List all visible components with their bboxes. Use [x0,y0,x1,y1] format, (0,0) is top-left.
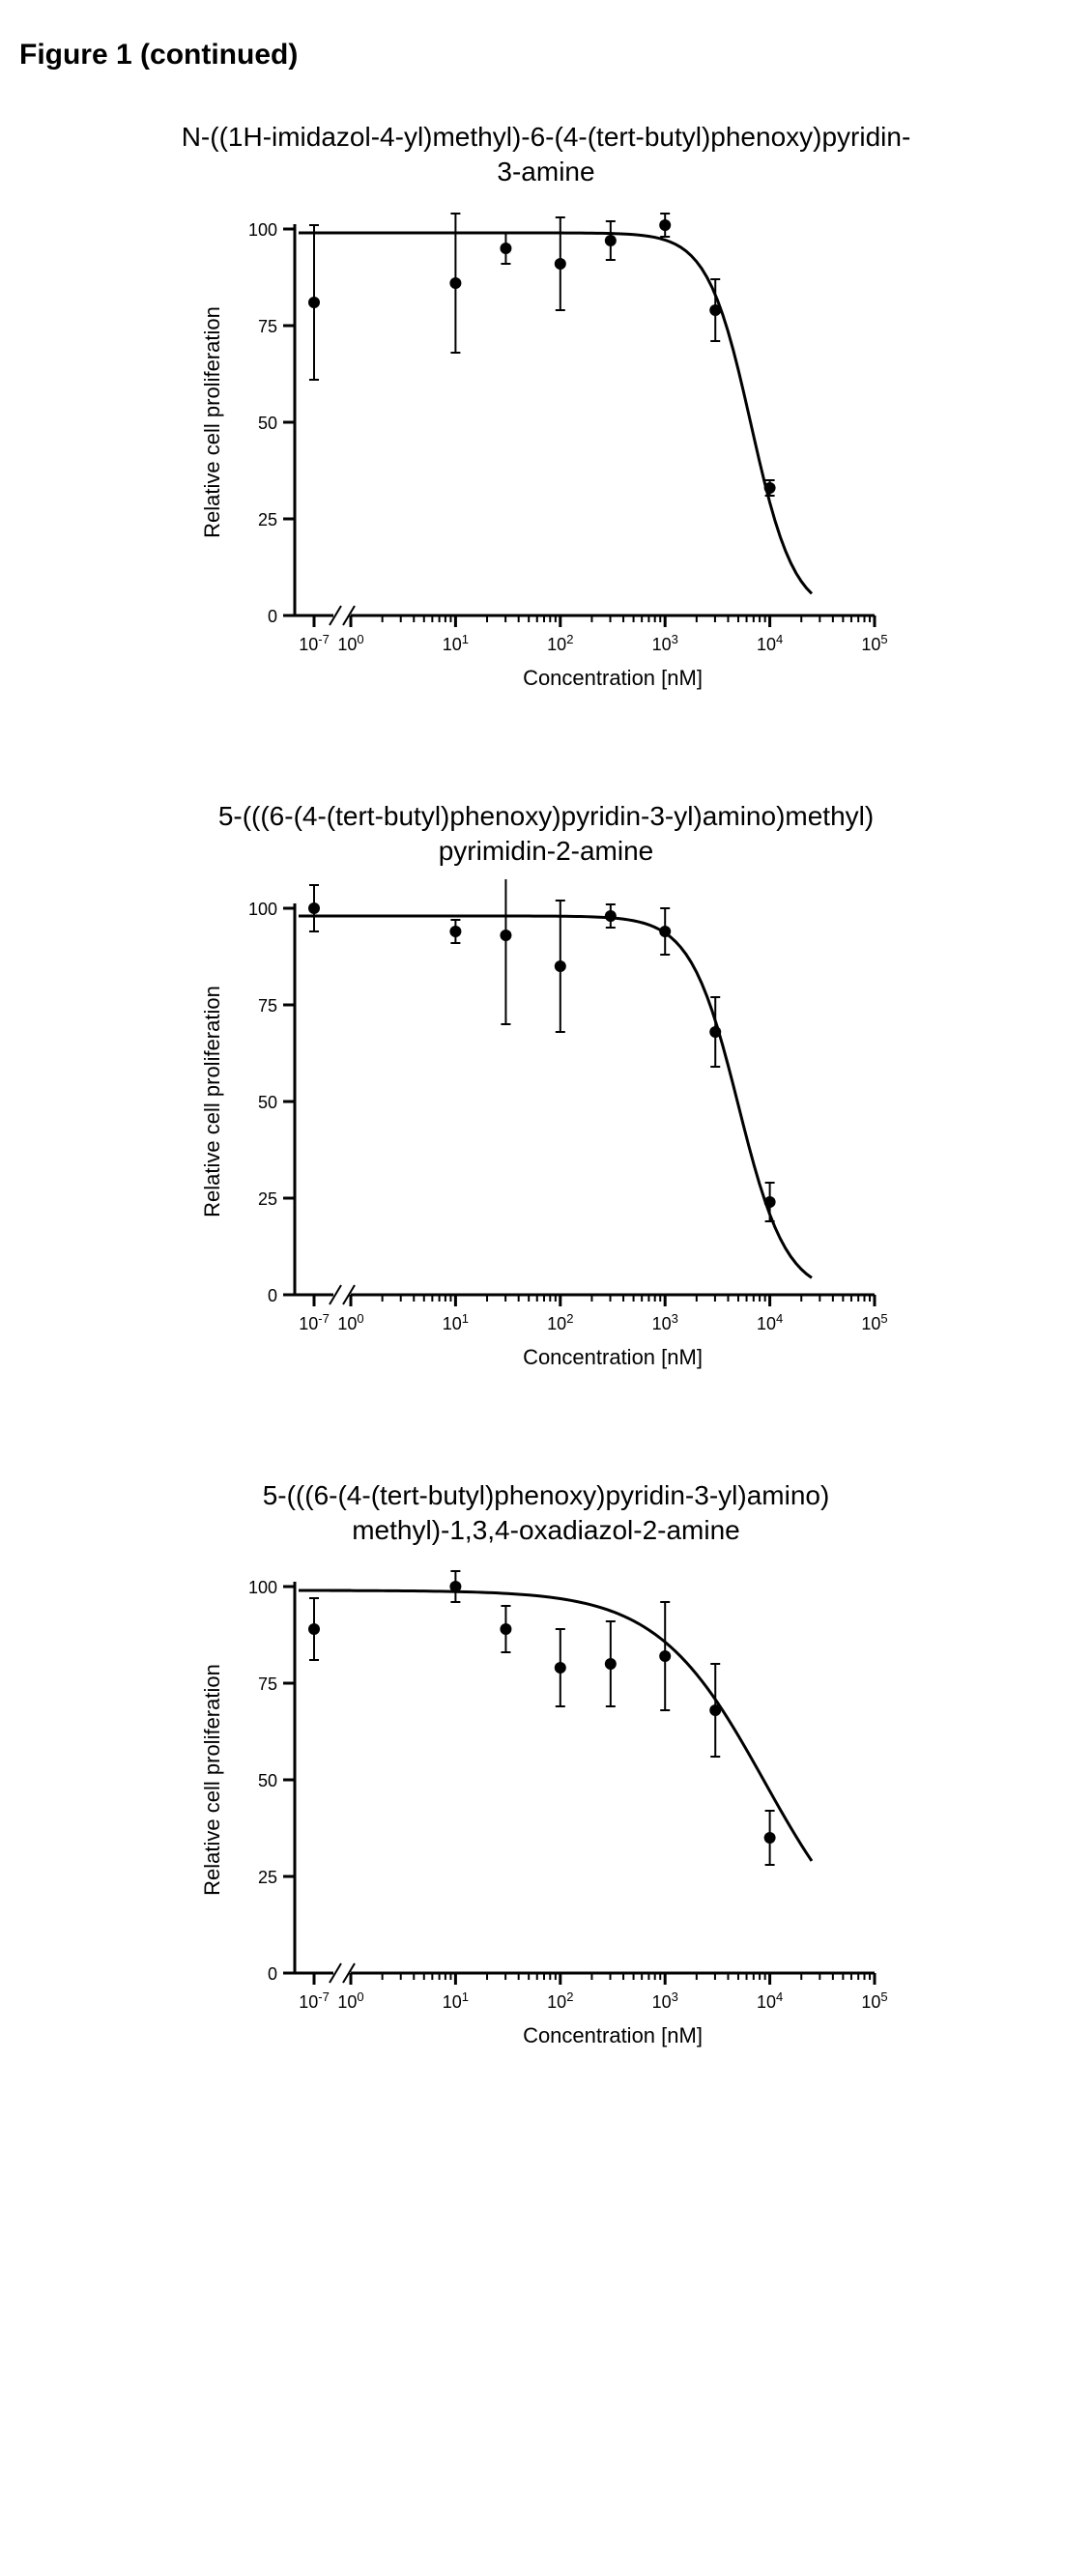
svg-text:50: 50 [258,414,277,433]
svg-text:0: 0 [268,1286,277,1305]
svg-text:100: 100 [248,220,277,240]
svg-text:25: 25 [258,1189,277,1209]
chart-oxadiazol: 5-(((6-(4-(tert-butyl)phenoxy)pyridin-3-… [179,1478,913,2080]
svg-text:0: 0 [268,1964,277,1984]
chart-title: 5-(((6-(4-(tert-butyl)phenoxy)pyridin-3-… [179,799,913,870]
chart-title: N-((1H-imidazol-4-yl)methyl)-6-(4-(tert-… [179,120,913,190]
svg-text:50: 50 [258,1093,277,1112]
svg-text:25: 25 [258,1868,277,1887]
chart-pyrimidin: 5-(((6-(4-(tert-butyl)phenoxy)pyridin-3-… [179,799,913,1401]
svg-text:100: 100 [248,900,277,919]
chart-title: 5-(((6-(4-(tert-butyl)phenoxy)pyridin-3-… [179,1478,913,1549]
svg-text:Relative cell proliferation: Relative cell proliferation [200,306,224,538]
svg-text:Concentration [nM]: Concentration [nM] [523,666,703,690]
svg-text:100: 100 [248,1578,277,1597]
svg-text:75: 75 [258,317,277,336]
svg-text:Concentration [nM]: Concentration [nM] [523,1345,703,1369]
svg-text:Relative cell proliferation: Relative cell proliferation [200,1665,224,1897]
svg-text:0: 0 [268,607,277,626]
chart-plot: 025507510010-7100101102103104105Concentr… [179,1558,913,2079]
svg-text:50: 50 [258,1771,277,1790]
chart-plot: 025507510010-7100101102103104105Concentr… [179,200,913,722]
chart-imidazol: N-((1H-imidazol-4-yl)methyl)-6-(4-(tert-… [179,120,913,722]
figure-label: Figure 1 (continued) [19,39,1073,72]
svg-text:75: 75 [258,1674,277,1694]
svg-text:Relative cell proliferation: Relative cell proliferation [200,986,224,1217]
svg-text:25: 25 [258,510,277,530]
chart-plot: 025507510010-7100101102103104105Concentr… [179,879,913,1401]
svg-text:Concentration [nM]: Concentration [nM] [523,2023,703,2047]
svg-text:75: 75 [258,996,277,1016]
